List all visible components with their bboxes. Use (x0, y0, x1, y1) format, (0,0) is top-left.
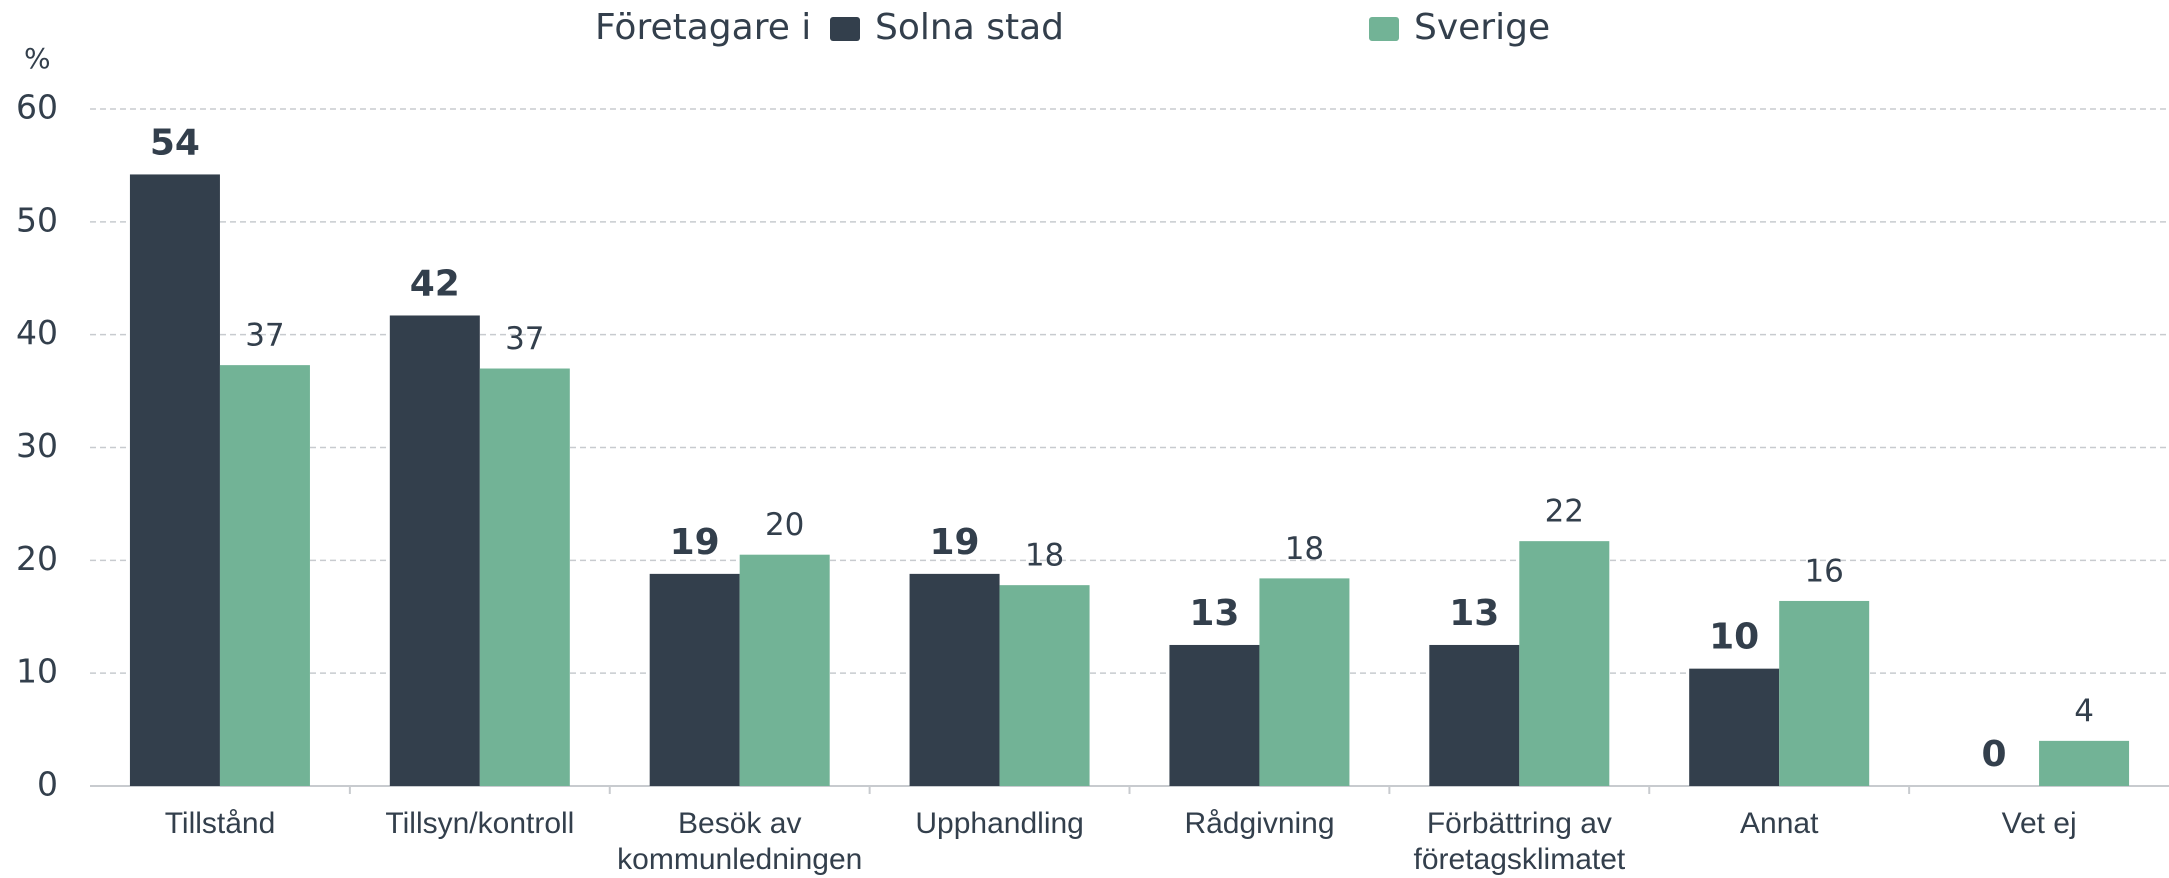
x-tick-label: Tillsyn/kontroll (385, 807, 575, 840)
x-tick-label: Vet ej (2001, 807, 2077, 840)
x-tick-label: Besök av kommunledningen (617, 807, 863, 876)
bar (1779, 600, 1870, 786)
y-tick-label: 10 (16, 652, 58, 691)
bar (389, 315, 480, 786)
y-tick-label: 60 (16, 88, 58, 127)
bar (479, 368, 570, 786)
data-label: 0 (1982, 734, 2007, 775)
y-tick-label: 0 (37, 765, 58, 804)
bar (2039, 740, 2130, 786)
y-tick-label: 20 (16, 539, 58, 578)
legend-swatch (1369, 17, 1399, 41)
data-label: 19 (670, 522, 720, 563)
legend-label: Sverige (1414, 7, 1550, 48)
data-label: 16 (1804, 553, 1843, 589)
x-tick-label: Tillstånd (164, 807, 276, 840)
data-label: 18 (1025, 538, 1064, 574)
x-tick-label: Annat (1740, 807, 1819, 840)
bar (1689, 668, 1780, 786)
x-tick-label: Rådgivning (1184, 807, 1335, 840)
data-label: 54 (150, 122, 200, 163)
bar (739, 554, 830, 786)
data-label: 13 (1449, 593, 1499, 634)
data-label: 42 (410, 263, 460, 304)
bar (1259, 578, 1350, 786)
y-axis-label: % (24, 42, 51, 75)
x-tick-label: Förbättring av företagsklimatet (1413, 807, 1626, 876)
legend-swatch (830, 17, 860, 41)
data-label: 4 (2074, 693, 2094, 729)
bar (129, 174, 220, 786)
bar (1519, 541, 1610, 786)
data-label: 22 (1545, 494, 1584, 530)
data-label: 37 (245, 318, 284, 354)
data-label: 10 (1709, 617, 1759, 658)
x-tick-label: Upphandling (915, 807, 1084, 840)
data-label: 20 (765, 507, 804, 543)
bar (219, 365, 310, 786)
data-label: 19 (930, 522, 980, 563)
bar (1429, 644, 1520, 786)
legend-title: Företagare i (595, 7, 811, 48)
y-tick-label: 50 (16, 200, 58, 239)
legend-label: Solna stad (875, 7, 1064, 48)
bar (649, 573, 740, 786)
data-label: 37 (505, 321, 544, 357)
y-tick-label: 30 (16, 426, 58, 465)
bar (999, 585, 1090, 786)
data-label: 13 (1189, 593, 1239, 634)
y-tick-label: 40 (16, 313, 58, 352)
bar (1169, 644, 1260, 786)
bar (909, 573, 1000, 786)
data-label: 18 (1285, 531, 1324, 567)
